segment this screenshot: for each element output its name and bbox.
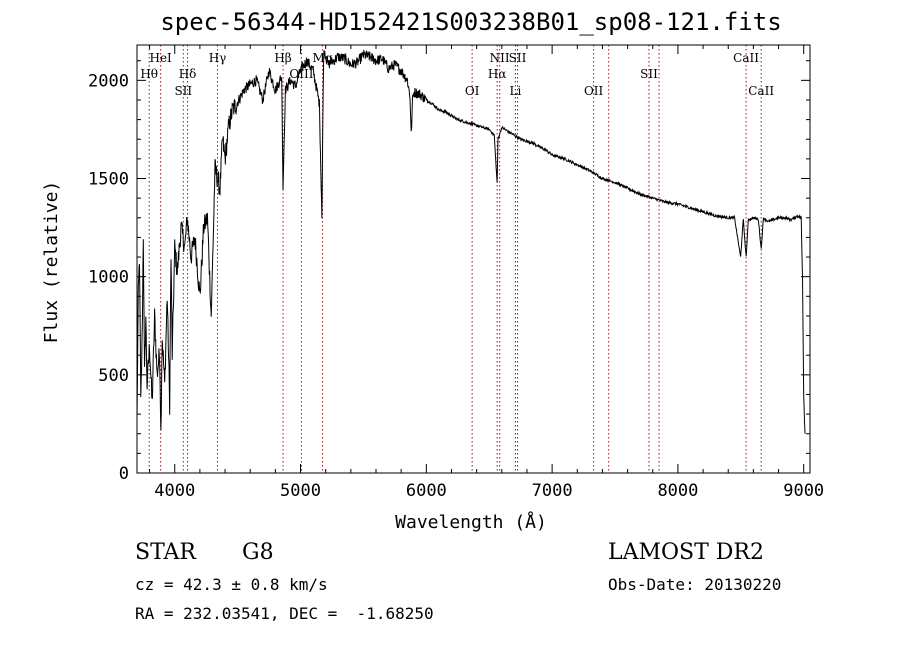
spectrum-chart: spec-56344-HD152421S003238B01_sp08-121.f…	[41, 8, 824, 533]
object-subclass: G8	[242, 540, 274, 565]
line-label-13: SII	[509, 51, 527, 65]
x-tick-label-1: 5000	[280, 481, 321, 501]
line-label-16: CaII	[748, 84, 774, 98]
x-tick-label-3: 7000	[532, 481, 573, 501]
line-label-15: CaII	[733, 51, 759, 65]
line-label-1: Hθ	[140, 67, 158, 81]
y-tick-label-0: 0	[119, 464, 129, 484]
line-label-14: SII	[640, 67, 658, 81]
spectrum-series	[136, 49, 806, 434]
x-tick-label-2: 6000	[406, 481, 447, 501]
redshift-velocity: cz = 42.3 ± 0.8 km/s	[135, 575, 328, 594]
line-label-5: Hβ	[274, 51, 291, 65]
y-tick-label-1: 500	[98, 366, 129, 386]
x-tick-label-4: 8000	[657, 481, 698, 501]
line-label-6: OIII	[289, 67, 313, 81]
line-label-2: Hδ	[179, 67, 197, 81]
observation-date: Obs-Date: 20130220	[608, 575, 782, 594]
x-axis: 4000 5000 6000 7000 8000 9000	[149, 45, 824, 501]
spectrum-line	[136, 49, 806, 434]
line-label-3: SII	[174, 84, 192, 98]
coordinates: RA = 232.03541, DEC = -1.68250	[135, 604, 434, 623]
y-tick-label-4: 2000	[88, 71, 129, 91]
line-label-11: Li	[509, 84, 521, 98]
x-tick-label-5: 9000	[783, 481, 824, 501]
y-tick-label-3: 1500	[88, 170, 129, 190]
line-label-4: Hγ	[209, 51, 227, 65]
y-axis: 0 500 1000 1500 2000	[88, 60, 810, 484]
line-label-10: OI	[465, 84, 480, 98]
y-tick-label-2: 1000	[88, 268, 129, 288]
line-label-8: NII	[490, 51, 510, 65]
line-label-0: HeI	[149, 51, 172, 65]
x-axis-label: Wavelength (Å)	[395, 511, 547, 533]
line-label-9: Hα	[488, 67, 507, 81]
object-class: STAR	[135, 540, 196, 565]
line-label-12: OII	[584, 84, 604, 98]
plot-frame	[136, 44, 811, 474]
survey-label: LAMOST DR2	[608, 540, 764, 565]
y-axis-label: Flux (relative)	[41, 181, 62, 344]
x-tick-label-0: 4000	[154, 481, 195, 501]
chart-title: spec-56344-HD152421S003238B01_sp08-121.f…	[160, 8, 781, 36]
